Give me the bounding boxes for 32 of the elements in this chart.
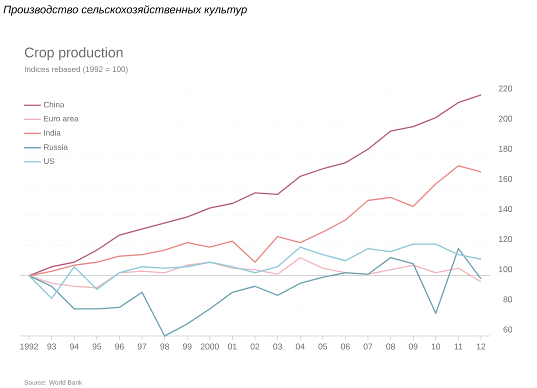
x-tick-label: 95: [92, 344, 102, 350]
y-tick-label: 200: [498, 116, 512, 122]
x-tick-label: 01: [228, 344, 237, 350]
x-tick-label: 97: [138, 344, 146, 350]
x-tick-label: 10: [432, 344, 440, 350]
x-tick-label: 98: [160, 344, 169, 350]
chart-subtitle: Crop production: [24, 47, 123, 60]
y-tick-label: 80: [503, 296, 512, 302]
x-tick-label: 94: [70, 344, 79, 350]
x-tick-label: 03: [273, 344, 282, 350]
y-tick-label: 220: [498, 85, 512, 92]
x-tick-label: 2000: [200, 344, 219, 350]
x-tick-label: 11: [454, 344, 462, 350]
y-tick-label: 140: [499, 206, 512, 212]
x-tick-label: 02: [250, 344, 260, 350]
x-tick-label: 96: [115, 344, 124, 350]
y-tick-label: 100: [499, 266, 512, 272]
x-tick-label: 08: [386, 344, 395, 350]
chart-title: Производство сельскохозяйственных культур: [4, 5, 247, 16]
x-tick-label: 1992: [20, 344, 38, 350]
y-tick-label: 160: [499, 176, 512, 182]
x-tick-label: 12: [476, 344, 486, 350]
x-tick-label: 09: [408, 344, 418, 350]
x-tick-label: 04: [296, 344, 305, 350]
y-tick-label: 120: [499, 236, 512, 242]
x-tick-label: 07: [364, 344, 372, 350]
x-tick-label: 06: [341, 344, 350, 350]
y-tick-label: 60: [504, 326, 512, 332]
x-tick-label: 05: [318, 344, 328, 350]
y-tick-label: 180: [499, 146, 512, 152]
x-tick-label: 93: [47, 344, 56, 350]
x-tick-label: 99: [182, 344, 192, 350]
